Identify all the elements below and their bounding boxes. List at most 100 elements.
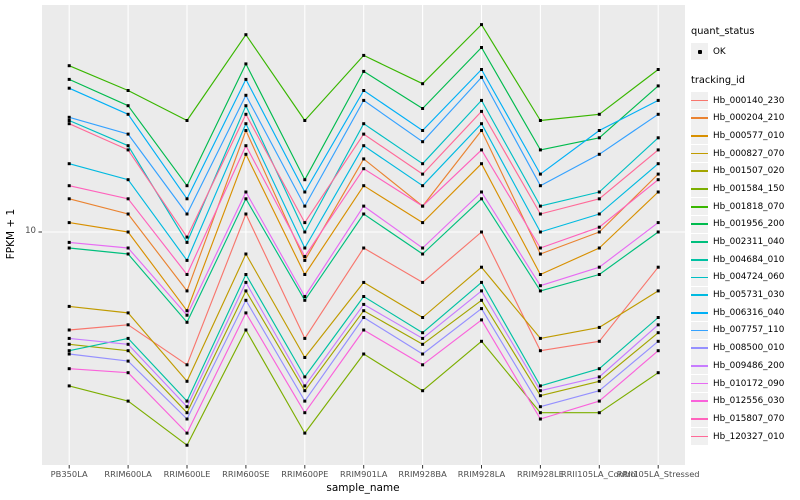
data-point — [303, 298, 307, 302]
data-point — [126, 132, 130, 136]
data-point — [421, 172, 425, 176]
data-point — [421, 252, 425, 256]
legend-key-box — [691, 410, 708, 428]
data-point — [362, 69, 366, 73]
x-tick-label: RRIM600LA — [104, 469, 152, 479]
data-point — [67, 64, 71, 68]
data-point — [185, 119, 189, 122]
series-color-swatch — [691, 152, 708, 155]
series-color-swatch — [691, 347, 708, 350]
data-point — [362, 352, 366, 356]
x-axis-title: sample_name — [326, 482, 400, 494]
legend-label: Hb_001584_150 — [713, 183, 785, 194]
data-point — [421, 336, 425, 340]
data-point — [421, 363, 425, 367]
data-point — [126, 371, 130, 375]
data-point — [67, 115, 71, 119]
series-color-swatch — [691, 135, 708, 137]
legend-item: Hb_000827_070 — [691, 145, 799, 163]
data-point — [597, 411, 601, 415]
data-point — [303, 273, 307, 276]
legend: quant_status OK tracking_id Hb_000140_23… — [691, 26, 799, 446]
data-point — [480, 280, 483, 284]
data-point — [480, 23, 483, 27]
legend-item-ok: OK — [691, 43, 799, 61]
legend-label: Hb_006316_040 — [713, 307, 785, 318]
data-point — [597, 265, 601, 269]
data-point — [480, 197, 483, 201]
data-point — [303, 384, 307, 388]
legend-label: Hb_015807_070 — [713, 413, 785, 424]
legend-key-box — [691, 198, 708, 216]
data-point — [126, 359, 130, 363]
data-point — [597, 367, 601, 371]
data-point — [656, 221, 660, 225]
data-point — [126, 311, 130, 315]
data-point — [597, 225, 601, 229]
data-point — [67, 184, 71, 188]
data-point — [538, 349, 542, 353]
data-point — [362, 122, 366, 126]
data-point — [362, 246, 366, 250]
series-color-swatch — [691, 117, 708, 120]
legend-key-box — [691, 304, 708, 322]
legend-key-box — [691, 162, 708, 180]
data-point — [421, 107, 425, 110]
data-point — [185, 258, 189, 262]
legend-item: Hb_004724_060 — [691, 268, 799, 287]
data-point — [303, 399, 307, 403]
legend-item: Hb_120327_010 — [691, 428, 799, 446]
data-point — [362, 53, 366, 57]
data-point — [185, 289, 189, 293]
data-point — [597, 339, 601, 343]
data-point — [362, 167, 366, 171]
data-point — [303, 221, 307, 225]
x-tick-label: RRIM901LA — [339, 469, 388, 479]
x-tick-label: RRIM600PE — [281, 469, 329, 479]
legend-label: Hb_008500_010 — [713, 343, 785, 354]
legend-item: Hb_002311_040 — [691, 233, 799, 251]
data-point — [597, 197, 601, 201]
data-point — [656, 68, 660, 71]
data-point — [656, 331, 660, 335]
data-point — [656, 178, 660, 182]
data-point — [244, 280, 248, 284]
data-point — [185, 320, 189, 324]
legend-title-tracking-id: tracking_id — [691, 74, 745, 86]
data-point — [597, 152, 601, 156]
data-point — [185, 240, 189, 244]
data-point — [185, 411, 189, 415]
data-point — [185, 212, 189, 216]
data-point — [480, 339, 483, 343]
data-point — [244, 289, 248, 293]
data-point — [185, 197, 189, 201]
data-point — [656, 230, 660, 234]
data-point — [126, 112, 130, 116]
data-point — [421, 129, 425, 132]
data-point — [480, 307, 483, 311]
data-point — [362, 212, 366, 216]
series-color-swatch — [691, 311, 708, 314]
data-point — [362, 204, 366, 208]
data-point — [126, 197, 130, 201]
legend-key-box — [691, 127, 708, 145]
legend-label: Hb_004684_010 — [713, 254, 785, 265]
data-point — [126, 246, 130, 250]
legend-item: Hb_009486_200 — [691, 357, 799, 375]
data-point — [244, 252, 248, 256]
legend-item: Hb_001507_020 — [691, 162, 799, 180]
legend-series-list: Hb_000140_230 Hb_000204_210 Hb_000577_010 H… — [691, 92, 799, 446]
legend-label: Hb_005731_030 — [713, 290, 785, 301]
series-color-swatch — [691, 99, 708, 102]
data-point — [303, 255, 307, 258]
series-color-swatch — [691, 364, 708, 367]
data-point — [185, 235, 189, 239]
data-point — [126, 144, 130, 148]
data-point — [244, 122, 248, 126]
data-point — [185, 431, 189, 435]
data-point — [126, 89, 130, 92]
series-color-swatch — [691, 241, 708, 243]
data-point — [67, 349, 71, 353]
data-point — [538, 405, 542, 409]
